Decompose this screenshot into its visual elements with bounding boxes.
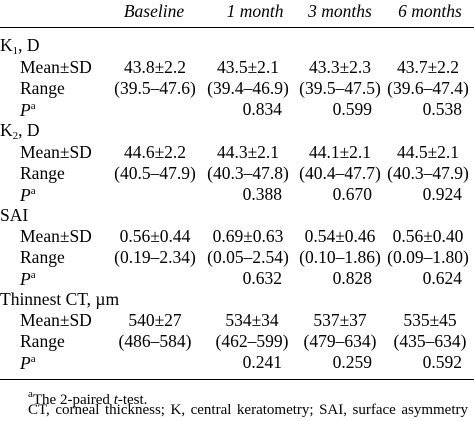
table-cell: 0.632 [242, 268, 282, 288]
table-cell: 0.538 [422, 99, 462, 119]
table-cell: 534±34 [225, 310, 279, 330]
table-cell: (40.3–47.8) [207, 163, 289, 183]
table-cell: 537±37 [313, 310, 367, 330]
column-header-baseline: Baseline [123, 1, 185, 21]
table-cell: 0.56±0.40 [392, 226, 464, 246]
row-label-range: Range [20, 331, 65, 351]
table-bottom-rule [0, 379, 474, 380]
table-cell: 0.241 [242, 352, 282, 372]
section-title-k1: K1, D [0, 35, 40, 57]
table-cell: 44.5±2.1 [396, 142, 460, 162]
table-cell: (479–634) [303, 331, 377, 351]
table-cell: (0.10–1.86) [299, 247, 381, 267]
table-cell: 43.3±2.3 [308, 57, 372, 77]
row-label-range: Range [20, 163, 65, 183]
table-cell: 0.624 [422, 268, 462, 288]
table-cell: 540±27 [128, 310, 182, 330]
table-cell: 0.670 [332, 184, 372, 204]
table-cell: (40.3–47.9) [387, 163, 469, 183]
table-cell: 0.592 [422, 352, 462, 372]
row-label-mean-sd: Mean±SD [20, 226, 92, 246]
table-cell: 43.5±2.1 [216, 57, 280, 77]
table-cell: 43.7±2.2 [396, 57, 460, 77]
column-header-1-month: 1 month [226, 1, 284, 21]
row-label-range: Range [20, 78, 65, 98]
table-cell: 0.56±0.44 [119, 226, 191, 246]
table-cell: (435–634) [393, 331, 467, 351]
row-label-p: Pa [20, 353, 36, 373]
row-label-p: Pa [20, 185, 36, 205]
table-cell: (39.4–46.9) [207, 78, 289, 98]
table-cell: 0.54±0.46 [304, 226, 376, 246]
table-cell: (39.5–47.5) [299, 78, 381, 98]
table-cell: 0.69±0.63 [212, 226, 284, 246]
table-cell: 0.924 [422, 184, 462, 204]
table-cell: (486–584) [118, 331, 192, 351]
table-cell: (0.09–1.80) [387, 247, 469, 267]
footnote-a: aThe 2-paired t-test. [28, 388, 148, 408]
section-title-thinnest-ct: Thinnest CT, µm [0, 289, 120, 309]
row-label-mean-sd: Mean±SD [20, 142, 92, 162]
table-cell: 535±45 [403, 310, 457, 330]
table-cell: 44.6±2.2 [123, 142, 187, 162]
table-cell: 0.259 [332, 352, 372, 372]
row-label-p: Pa [20, 269, 36, 289]
row-label-mean-sd: Mean±SD [20, 57, 92, 77]
table-cell: (40.5–47.9) [114, 163, 196, 183]
table-cell: 44.3±2.1 [216, 142, 280, 162]
table-cell: 0.599 [332, 99, 372, 119]
table-cell: 0.828 [332, 268, 372, 288]
table-cell: 0.388 [242, 184, 282, 204]
table-cell: (39.6–47.4) [387, 78, 469, 98]
column-header-3-months: 3 months [308, 1, 372, 21]
table-cell: (40.4–47.7) [299, 163, 381, 183]
row-label-range: Range [20, 247, 65, 267]
table-cell: 0.834 [242, 99, 282, 119]
row-label-mean-sd: Mean±SD [20, 310, 92, 330]
section-title-sai: SAI [0, 205, 29, 225]
table-cell: (0.19–2.34) [114, 247, 196, 267]
table-cell: (0.05–2.54) [207, 247, 289, 267]
table-cell: 44.1±2.1 [308, 142, 372, 162]
section-title-k2: K2, D [0, 120, 40, 142]
column-header-6-months: 6 months [398, 1, 462, 21]
row-label-p: Pa [20, 100, 36, 120]
table-cell: (462–599) [215, 331, 289, 351]
table-cell: (39.5–47.6) [114, 78, 196, 98]
header-rule [0, 27, 474, 28]
table-cell: 43.8±2.2 [123, 57, 187, 77]
